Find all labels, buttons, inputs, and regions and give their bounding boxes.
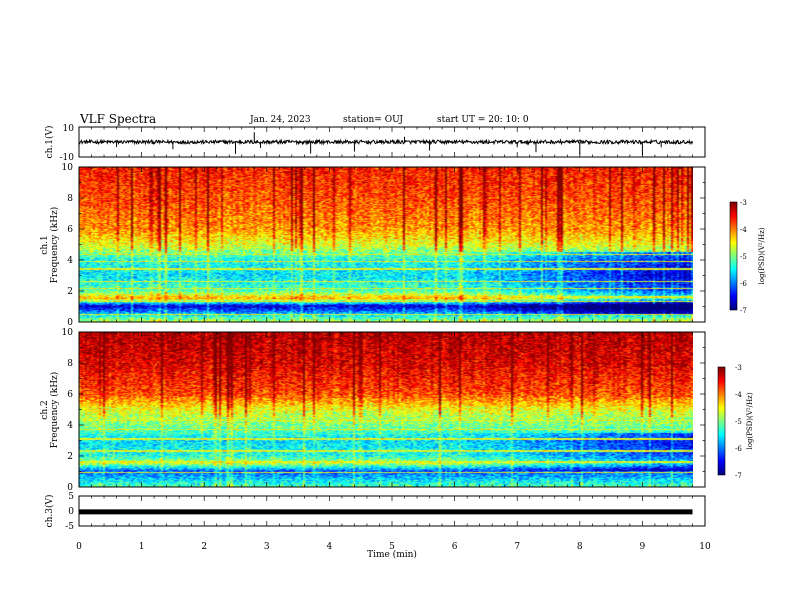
ch1-spectrogram-panel: 0 2 4 6 8 10 ch.1 Frequency (kHz) -3 -4 … <box>40 163 766 328</box>
time-axis-ticklabels: 0 1 2 3 4 5 6 7 8 9 10 <box>76 542 711 552</box>
time-axis-tick-7: 7 <box>514 542 520 552</box>
ch1-waveform-ticks <box>78 127 706 157</box>
ch1-colorbar-frame <box>729 201 738 311</box>
ch2-spectrogram-ylabel-frequency: Frequency (kHz) <box>49 372 60 449</box>
time-axis-tick-4: 4 <box>327 542 333 552</box>
time-axis-tick-10: 10 <box>699 542 711 552</box>
time-axis-tick-8: 8 <box>577 542 583 552</box>
ch2-colorbar <box>718 367 725 475</box>
time-axis-tick-1: 1 <box>139 542 145 552</box>
header-date: Jan. 24, 2023 <box>249 115 311 125</box>
header-start-time: start UT = 20: 10: 0 <box>437 115 529 125</box>
ch3-ytick-m5: -5 <box>65 522 74 532</box>
ch3-waveform-ylabel: ch.3(V) <box>44 495 55 528</box>
ch1-ytick-0: 0 <box>67 318 73 328</box>
ch1-colorbar-tick-m5: -5 <box>740 253 747 261</box>
ch2-colorbar-tick-m7: -7 <box>735 472 742 480</box>
ch2-ytick-10: 10 <box>62 328 74 338</box>
ch1-ytick-top: 10 <box>63 124 75 134</box>
ch3-ytick-5: 5 <box>68 492 74 502</box>
ch3-ytick-0: 0 <box>68 507 74 517</box>
ch1-ytick-6: 6 <box>67 225 73 235</box>
ch1-ytick-bottom: -10 <box>60 153 75 163</box>
ch2-colorbar-tick-m3: -3 <box>735 364 742 372</box>
ch1-ytick-4: 4 <box>67 256 73 266</box>
ch3-waveform-ticks <box>78 496 706 526</box>
ch1-ytick-8: 8 <box>67 194 73 204</box>
ch1-spectrogram-ylabel-frequency: Frequency (kHz) <box>49 207 60 284</box>
time-axis-tick-3: 3 <box>264 542 270 552</box>
figure-title: VLF Spectra <box>79 112 156 126</box>
ch1-colorbar-tick-m4: -4 <box>740 226 747 234</box>
ch1-spectrogram-ylabel-channel: ch.1 <box>40 235 50 254</box>
time-axis-tick-6: 6 <box>452 542 458 552</box>
ch1-ytick-2: 2 <box>67 287 73 297</box>
ch1-ytick-10: 10 <box>62 163 74 173</box>
ch1-spectrogram-ticks <box>78 166 706 323</box>
time-axis-tick-9: 9 <box>640 542 646 552</box>
ch2-colorbar-tick-m6: -6 <box>735 445 742 453</box>
ch2-spectrogram-panel: 0 2 4 6 8 10 ch.2 Frequency (kHz) -3 -4 … <box>40 328 754 493</box>
ch1-waveform-ylabel: ch.1(V) <box>44 126 55 159</box>
ch2-spectrogram-ylabel-channel: ch.2 <box>40 400 50 419</box>
ch1-colorbar-tick-m3: -3 <box>740 199 747 207</box>
ch1-waveform-trace <box>79 138 693 146</box>
ch2-colorbar-tick-m4: -4 <box>735 391 742 399</box>
ch2-colorbar-frame <box>717 366 726 476</box>
ch3-waveform-panel: 5 0 -5 ch.3(V) <box>44 492 706 532</box>
time-axis-label: Time (min) <box>367 549 417 560</box>
ch1-waveform-panel: 10 -10 ch.1(V) <box>44 124 706 163</box>
ch2-ytick-8: 8 <box>67 359 73 369</box>
time-axis-tick-0: 0 <box>76 542 82 552</box>
ch1-colorbar-label: log(PSD)(V²/Hz) <box>758 227 766 284</box>
ch1-spectrogram-image <box>79 167 693 322</box>
ch2-ytick-4: 4 <box>67 421 73 431</box>
ch2-spectrogram-ticks <box>78 331 706 488</box>
header-station: station= OUJ <box>343 115 403 125</box>
time-axis-tick-2: 2 <box>201 542 207 552</box>
ch2-colorbar-label: log(PSD)(V²/Hz) <box>746 392 754 449</box>
ch2-colorbar-tick-m5: -5 <box>735 418 742 426</box>
ch2-ytick-2: 2 <box>67 452 73 462</box>
ch2-ytick-6: 6 <box>67 390 73 400</box>
ch2-spectrogram-image <box>79 332 693 487</box>
ch1-colorbar-tick-m6: -6 <box>740 280 747 288</box>
ch1-colorbar-tick-m7: -7 <box>740 307 747 315</box>
ch1-colorbar <box>730 202 737 310</box>
time-axis-tick-5: 5 <box>389 542 395 552</box>
ch2-ytick-0: 0 <box>67 483 73 493</box>
